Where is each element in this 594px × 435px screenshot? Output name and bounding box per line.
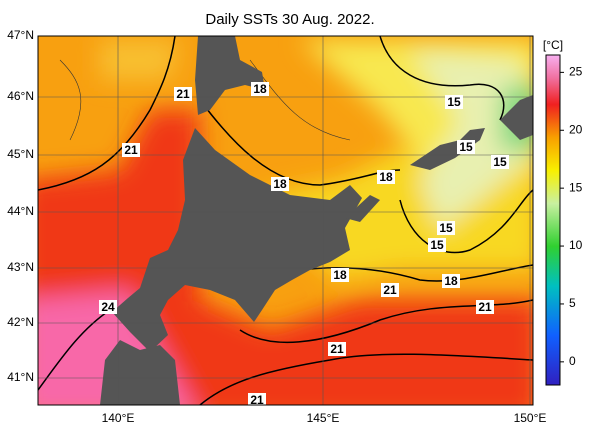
land <box>410 128 485 170</box>
contour-label-box <box>428 238 446 252</box>
colorbar-unit: [°C] <box>543 38 563 52</box>
contour-label-box <box>445 95 463 109</box>
contour-label-box <box>442 274 460 288</box>
contour-label-box <box>331 268 349 282</box>
contour-label: 18 <box>444 274 458 288</box>
contour-label-box <box>457 140 475 154</box>
contour-label: 21 <box>330 342 344 356</box>
lat-label: 46°N <box>7 89 34 103</box>
contour-label: 24 <box>101 300 115 314</box>
colorbar-tick-label: 20 <box>569 122 583 136</box>
lat-label: 47°N <box>7 28 34 42</box>
contour-label: 21 <box>478 300 492 314</box>
contour-label: 18 <box>379 170 393 184</box>
sea-field <box>38 36 533 405</box>
map-frame <box>37 35 534 406</box>
land <box>345 195 380 222</box>
contour-label: 15 <box>430 238 444 252</box>
contour-label-box <box>437 221 455 235</box>
lat-label: 44°N <box>7 204 34 218</box>
contour-label-box <box>377 170 395 184</box>
contour-label: 15 <box>447 95 461 109</box>
contour-label-box <box>271 177 289 191</box>
land <box>112 128 362 352</box>
lat-label: 45°N <box>7 147 34 161</box>
title: Daily SSTs 30 Aug. 2022. <box>205 11 374 28</box>
colorbar-tick-label: 25 <box>569 65 583 79</box>
land <box>195 36 265 115</box>
colorbar-tick-label: 15 <box>569 180 583 194</box>
contour-label-box <box>174 87 192 101</box>
contour-label-box <box>491 155 509 169</box>
contour-label-box <box>248 393 266 407</box>
contour-label: 18 <box>273 177 287 191</box>
contour-labels: 21 18 21 18 18 15 15 15 15 15 18 18 21 21 24 21 21 <box>99 82 509 407</box>
contour-label: 15 <box>493 155 507 169</box>
contour-label-box <box>251 82 269 96</box>
colorbar <box>545 54 561 386</box>
colorbar-tick-label: 0 <box>569 354 576 368</box>
lat-label: 41°N <box>7 370 34 384</box>
contour-label: 21 <box>176 87 190 101</box>
contour-label-box <box>328 342 346 356</box>
lon-label: 145°E <box>307 411 340 425</box>
lat-label: 43°N <box>7 260 34 274</box>
contour-label-box <box>381 283 399 297</box>
contour-label-box <box>476 300 494 314</box>
contour-label: 21 <box>383 283 397 297</box>
lon-label: 150°E <box>514 411 547 425</box>
land <box>100 340 180 405</box>
contour-label-box <box>122 143 140 157</box>
contour-label: 18 <box>253 82 267 96</box>
contour-label: 21 <box>124 143 138 157</box>
contour-label: 15 <box>459 140 473 154</box>
contour-label-box <box>99 300 117 314</box>
colorbar-tick-label: 10 <box>569 238 583 252</box>
contour-label: 18 <box>333 268 347 282</box>
land <box>500 95 533 140</box>
lon-label: 140°E <box>102 411 135 425</box>
contour-label: 21 <box>250 393 264 407</box>
contour-label: 15 <box>439 221 453 235</box>
colorbar-tick-label: 5 <box>569 296 576 310</box>
lat-label: 42°N <box>7 315 34 329</box>
